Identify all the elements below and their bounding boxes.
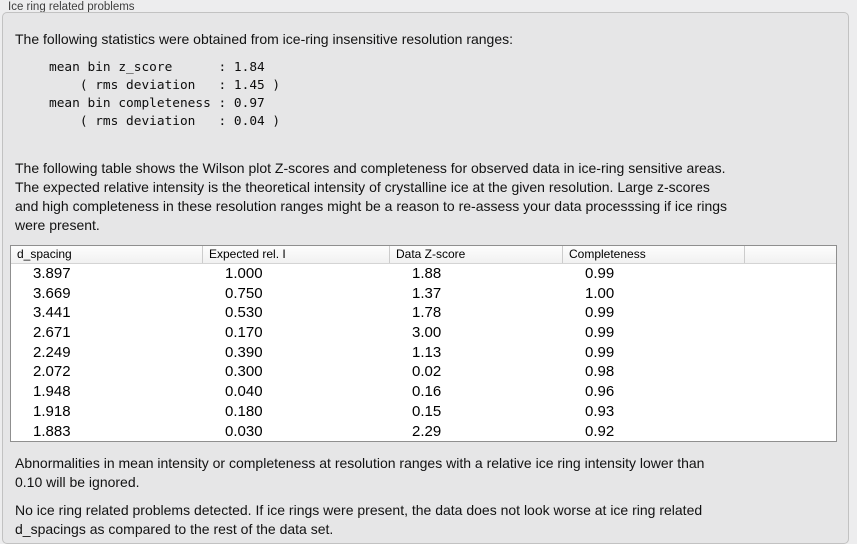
table-cell: 0.99 xyxy=(585,324,615,342)
table-cell: 0.93 xyxy=(585,402,615,420)
table-row[interactable]: 1.948 0.040 0.16 0.96 xyxy=(11,382,836,402)
table-cell: 2.29 xyxy=(412,422,442,440)
table-cell xyxy=(745,382,836,402)
ice-ring-report-panel: The following statistics were obtained f… xyxy=(2,12,849,544)
table-cell: 1.00 xyxy=(585,284,615,302)
table-cell: 1.37 xyxy=(412,284,442,302)
table-row[interactable]: 2.249 0.390 1.13 0.99 xyxy=(11,343,836,363)
table-cell: 1.918 xyxy=(33,402,71,420)
table-cell: 0.030 xyxy=(225,422,263,440)
column-header-data-z-score[interactable]: Data Z-score xyxy=(390,246,563,263)
intro-text: The following statistics were obtained f… xyxy=(15,31,514,47)
table-cell: 1.13 xyxy=(412,343,442,361)
table-cell: 0.99 xyxy=(585,265,615,282)
table-cell: 0.530 xyxy=(225,304,263,322)
table-row[interactable]: 3.669 0.750 1.37 1.00 xyxy=(11,284,836,304)
ice-ring-table: d_spacing Expected rel. I Data Z-score C… xyxy=(10,245,837,443)
table-cell xyxy=(745,362,836,382)
table-row[interactable]: 3.441 0.530 1.78 0.99 xyxy=(11,303,836,323)
table-cell: 3.897 xyxy=(33,265,71,282)
table-cell: 1.000 xyxy=(225,265,263,282)
description-line: The expected relative intensity is the t… xyxy=(15,179,710,195)
table-cell xyxy=(745,323,836,343)
table-cell: 0.180 xyxy=(225,402,263,420)
note-line: Abnormalities in mean intensity or compl… xyxy=(15,455,705,472)
ignore-threshold-note: Abnormalities in mean intensity or compl… xyxy=(15,454,836,492)
table-cell: 2.072 xyxy=(33,363,71,381)
conclusion-line: d_spacings as compared to the rest of th… xyxy=(15,521,334,538)
table-row[interactable]: 1.918 0.180 0.15 0.93 xyxy=(11,402,836,422)
table-cell: 2.249 xyxy=(33,343,71,361)
column-header-d-spacing[interactable]: d_spacing xyxy=(11,246,203,263)
section-title: Ice ring related problems xyxy=(8,1,135,13)
table-cell: 0.15 xyxy=(412,402,442,420)
table-cell: 0.16 xyxy=(412,383,442,401)
table-cell xyxy=(745,422,836,442)
table-cell xyxy=(745,284,836,304)
table-cell: 1.88 xyxy=(412,265,442,282)
table-cell xyxy=(745,303,836,323)
table-cell xyxy=(745,264,836,284)
table-cell: 1.78 xyxy=(412,304,442,322)
table-cell: 0.040 xyxy=(225,383,263,401)
table-cell: 3.669 xyxy=(33,284,71,302)
table-row[interactable]: 2.671 0.170 3.00 0.99 xyxy=(11,323,836,343)
table-description: The following table shows the Wilson plo… xyxy=(15,159,836,235)
table-cell: 0.02 xyxy=(412,363,442,381)
column-header-empty xyxy=(745,246,836,263)
table-cell xyxy=(745,402,836,422)
description-line: were present. xyxy=(15,217,100,233)
table-row[interactable]: 3.897 1.000 1.88 0.99 xyxy=(11,264,836,284)
table-cell: 0.96 xyxy=(585,383,615,401)
table-cell: 0.750 xyxy=(225,284,263,302)
table-header-row: d_spacing Expected rel. I Data Z-score C… xyxy=(11,246,836,264)
description-line: The following table shows the Wilson plo… xyxy=(15,160,726,176)
table-body: 3.897 1.000 1.88 0.99 3.669 0.750 1.37 1.00 3.44… xyxy=(11,264,836,442)
table-row[interactable]: 1.883 0.030 2.29 0.92 xyxy=(11,422,836,442)
note-line: 0.10 will be ignored. xyxy=(15,474,140,491)
table-cell: 0.99 xyxy=(585,343,615,361)
description-line: and high completeness in these resolutio… xyxy=(15,198,728,214)
conclusion-line: No ice ring related problems detected. I… xyxy=(15,502,703,519)
table-cell: 3.00 xyxy=(412,324,442,342)
table-cell: 0.98 xyxy=(585,363,615,381)
column-header-expected-i[interactable]: Expected rel. I xyxy=(203,246,390,263)
table-cell: 2.671 xyxy=(33,324,71,342)
table-cell: 0.390 xyxy=(225,343,263,361)
table-cell: 1.883 xyxy=(33,422,71,440)
table-cell: 0.170 xyxy=(225,324,263,342)
table-cell: 0.92 xyxy=(585,422,615,440)
stats-block: mean bin z_score : 1.84 ( rms deviation … xyxy=(49,60,281,129)
table-cell: 1.948 xyxy=(33,383,71,401)
table-cell: 3.441 xyxy=(33,304,71,322)
table-cell xyxy=(745,343,836,363)
conclusion-text: No ice ring related problems detected. I… xyxy=(15,501,836,539)
table-cell: 0.99 xyxy=(585,304,615,322)
table-cell: 0.300 xyxy=(225,363,263,381)
table-row[interactable]: 2.072 0.300 0.02 0.98 xyxy=(11,362,836,382)
column-header-completeness[interactable]: Completeness xyxy=(563,246,745,263)
